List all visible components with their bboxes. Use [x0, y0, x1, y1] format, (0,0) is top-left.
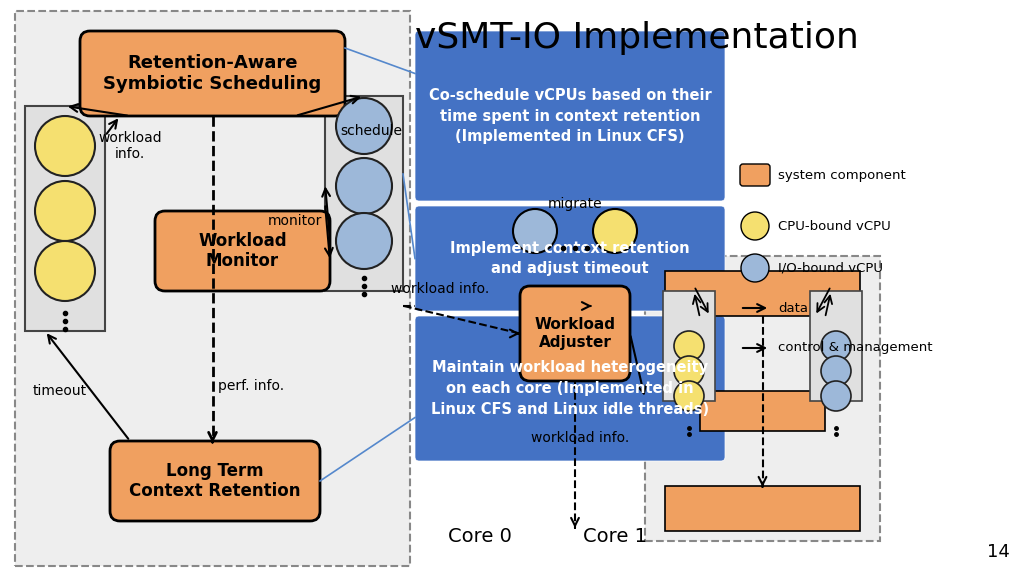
Circle shape — [821, 331, 851, 361]
Text: Core 1: Core 1 — [583, 526, 647, 545]
Text: Implement context retention
and adjust timeout: Implement context retention and adjust t… — [451, 241, 690, 276]
FancyBboxPatch shape — [415, 206, 725, 311]
FancyBboxPatch shape — [520, 286, 630, 381]
FancyBboxPatch shape — [415, 31, 725, 201]
Bar — [665, 486, 860, 531]
Bar — [700, 391, 825, 431]
FancyBboxPatch shape — [110, 441, 319, 521]
Text: Co-schedule vCPUs based on their
time spent in context retention
(Implemented in: Co-schedule vCPUs based on their time sp… — [429, 88, 712, 145]
Text: system component: system component — [778, 169, 906, 181]
Bar — [15, 11, 410, 566]
Text: perf. info.: perf. info. — [217, 379, 284, 393]
Text: CPU-bound vCPU: CPU-bound vCPU — [778, 219, 891, 233]
Bar — [810, 291, 862, 401]
Circle shape — [35, 181, 95, 241]
Bar — [665, 271, 860, 316]
Circle shape — [593, 209, 637, 253]
Circle shape — [336, 158, 392, 214]
Bar — [325, 96, 403, 291]
Text: workload info.: workload info. — [391, 282, 489, 296]
Circle shape — [674, 381, 705, 411]
FancyBboxPatch shape — [80, 31, 345, 116]
Text: migrate: migrate — [548, 197, 602, 211]
Text: Maintain workload heterogeneity
on each core (Implemented in
Linux CFS and Linux: Maintain workload heterogeneity on each … — [431, 360, 709, 417]
FancyBboxPatch shape — [155, 211, 330, 291]
Text: data: data — [778, 301, 808, 314]
Circle shape — [821, 381, 851, 411]
Text: 14: 14 — [987, 543, 1010, 561]
Text: Workload
Monitor: Workload Monitor — [199, 232, 287, 270]
Bar — [645, 256, 880, 541]
Text: Long Term
Context Retention: Long Term Context Retention — [129, 461, 301, 501]
Text: workload
info.: workload info. — [98, 131, 162, 161]
Text: workload info.: workload info. — [530, 431, 629, 445]
Circle shape — [35, 241, 95, 301]
Text: Retention-Aware
Symbiotic Scheduling: Retention-Aware Symbiotic Scheduling — [103, 54, 322, 93]
Text: Workload
Adjuster: Workload Adjuster — [535, 317, 615, 350]
Circle shape — [336, 213, 392, 269]
Bar — [25, 106, 105, 331]
Text: vSMT-IO Implementation: vSMT-IO Implementation — [415, 21, 859, 55]
FancyBboxPatch shape — [415, 316, 725, 461]
Circle shape — [513, 209, 557, 253]
Circle shape — [674, 356, 705, 386]
Circle shape — [35, 116, 95, 176]
Circle shape — [821, 356, 851, 386]
Circle shape — [674, 331, 705, 361]
Text: timeout: timeout — [33, 384, 87, 398]
Text: Core 0: Core 0 — [449, 526, 512, 545]
FancyBboxPatch shape — [740, 164, 770, 186]
Text: control & management: control & management — [778, 342, 933, 354]
Circle shape — [336, 98, 392, 154]
Circle shape — [741, 254, 769, 282]
Text: I/O-bound vCPU: I/O-bound vCPU — [778, 262, 883, 275]
Text: schedule: schedule — [340, 124, 402, 138]
Circle shape — [741, 212, 769, 240]
Bar — [663, 291, 715, 401]
Text: monitor: monitor — [268, 214, 323, 228]
